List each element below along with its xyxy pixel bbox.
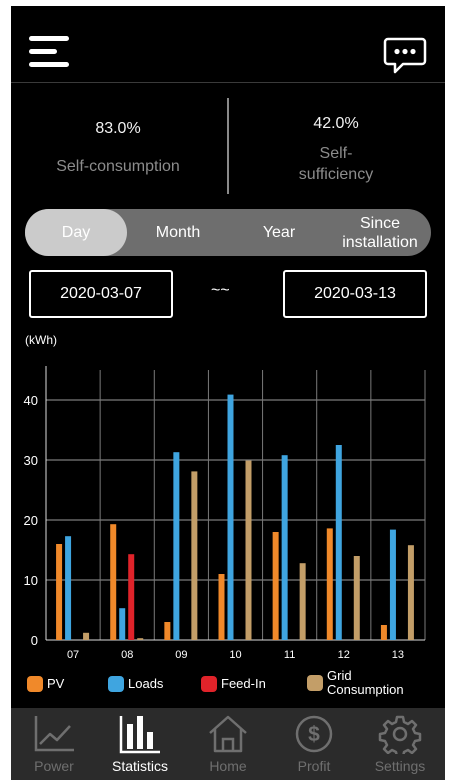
legend-feed-in-swatch	[201, 676, 217, 692]
bar-pv	[272, 532, 279, 640]
legend-pv: PV	[27, 676, 64, 692]
legend-grid-consumption-label: Grid Consumption	[327, 668, 404, 697]
start-date-field[interactable]: 2020-03-07	[29, 270, 173, 318]
x-tick-label: 10	[229, 649, 241, 661]
bottom-navigation: Power Statistics Home $ Profit	[11, 708, 445, 780]
bar-grid-consumption	[299, 563, 306, 640]
bar-chart-icon	[119, 716, 160, 754]
bar-loads	[389, 529, 396, 640]
nav-power[interactable]: Power	[11, 708, 97, 780]
nav-profit[interactable]: $ Profit	[271, 708, 357, 780]
nav-statistics-label: Statistics	[111, 758, 168, 774]
chat-bubble-icon[interactable]	[383, 36, 427, 76]
bar-pv	[110, 524, 117, 640]
tab-day[interactable]: Day	[25, 209, 127, 256]
y-tick-label: 10	[24, 573, 38, 588]
legend-pv-label: PV	[47, 676, 65, 691]
self-consumption-label: Self-consumption	[56, 158, 180, 175]
x-tick-label: 11	[284, 649, 295, 661]
bar-pv	[326, 528, 333, 640]
legend-loads: Loads	[108, 676, 163, 692]
bar-grid-consumption	[353, 556, 360, 640]
tab-year[interactable]: Year	[262, 224, 296, 241]
end-date-field[interactable]: 2020-03-13	[283, 270, 427, 318]
bar-loads	[335, 445, 342, 640]
bar-loads	[227, 394, 234, 640]
date-separator: ~~	[211, 282, 230, 299]
app-screen: 83.0% Self-consumption 42.0% Self-suffic…	[11, 6, 445, 780]
legend-loads-label: Loads	[128, 676, 164, 691]
self-consumption-value: 83.0%	[95, 120, 141, 137]
top-bar	[11, 6, 445, 83]
y-tick-label: 40	[24, 393, 38, 408]
bar-grid-consumption	[83, 632, 90, 640]
nav-home-label: Home	[209, 758, 247, 774]
svg-text:$: $	[308, 723, 320, 746]
bar-grid-consumption	[137, 638, 144, 640]
bar-loads	[119, 608, 126, 640]
y-axis-unit: (kWh)	[25, 333, 57, 347]
bar-grid-consumption	[245, 460, 252, 640]
bar-pv	[380, 625, 387, 640]
legend-pv-swatch	[27, 676, 43, 692]
tab-month[interactable]: Month	[155, 224, 201, 241]
hamburger-menu-icon[interactable]	[29, 36, 71, 72]
summary-stats: 83.0% Self-consumption 42.0% Self-suffic…	[11, 83, 445, 208]
y-tick-label: 30	[24, 453, 38, 468]
energy-bar-chart: 0 10 20 30 40 07 08 09 10 11 12 13	[24, 366, 426, 661]
nav-home[interactable]: Home	[185, 708, 271, 780]
house-icon	[209, 715, 247, 753]
legend-grid-consumption: Grid Consumption	[307, 669, 427, 697]
gear-icon	[378, 715, 422, 754]
bar-feed-in	[128, 554, 135, 640]
legend-feed-in: Feed-In	[201, 676, 266, 692]
legend-loads-swatch	[108, 676, 124, 692]
tab-since-installation[interactable]: Since installation	[342, 214, 418, 251]
x-tick-label: 12	[338, 649, 350, 661]
y-tick-label: 20	[24, 513, 38, 528]
bar-loads	[173, 452, 180, 640]
bar-grid-consumption	[407, 545, 414, 640]
legend-grid-consumption-swatch	[307, 675, 323, 691]
x-tick-label: 13	[392, 649, 404, 661]
bar-grid-consumption	[191, 471, 198, 640]
dollar-coin-icon: $	[295, 715, 333, 753]
line-chart-icon	[34, 716, 74, 752]
bar-pv	[164, 622, 171, 640]
self-consumption-stat: 83.0% Self-consumption	[18, 120, 218, 177]
nav-settings[interactable]: Settings	[357, 708, 443, 780]
x-tick-label: 07	[67, 649, 79, 661]
nav-settings-label: Settings	[374, 758, 426, 774]
bar-pv	[56, 544, 63, 640]
bar-loads	[65, 536, 72, 640]
chart-legend: PV Loads Feed-In Grid Consumption	[11, 666, 445, 706]
bar-loads	[281, 455, 288, 640]
stats-divider	[227, 98, 229, 194]
legend-feed-in-label: Feed-In	[221, 676, 266, 691]
nav-power-label: Power	[34, 758, 74, 774]
self-sufficiency-value: 42.0%	[313, 115, 359, 132]
period-tabs: Day Month Year Since installation	[25, 209, 431, 256]
self-sufficiency-stat: 42.0% Self-sufficiency	[236, 115, 436, 185]
x-tick-label: 08	[121, 649, 133, 661]
nav-profit-label: Profit	[297, 758, 331, 774]
y-tick-label: 0	[31, 633, 38, 648]
nav-statistics[interactable]: Statistics	[97, 708, 183, 780]
self-sufficiency-label: Self-sufficiency	[298, 145, 374, 183]
x-tick-label: 09	[175, 649, 187, 661]
bar-pv	[218, 574, 225, 640]
